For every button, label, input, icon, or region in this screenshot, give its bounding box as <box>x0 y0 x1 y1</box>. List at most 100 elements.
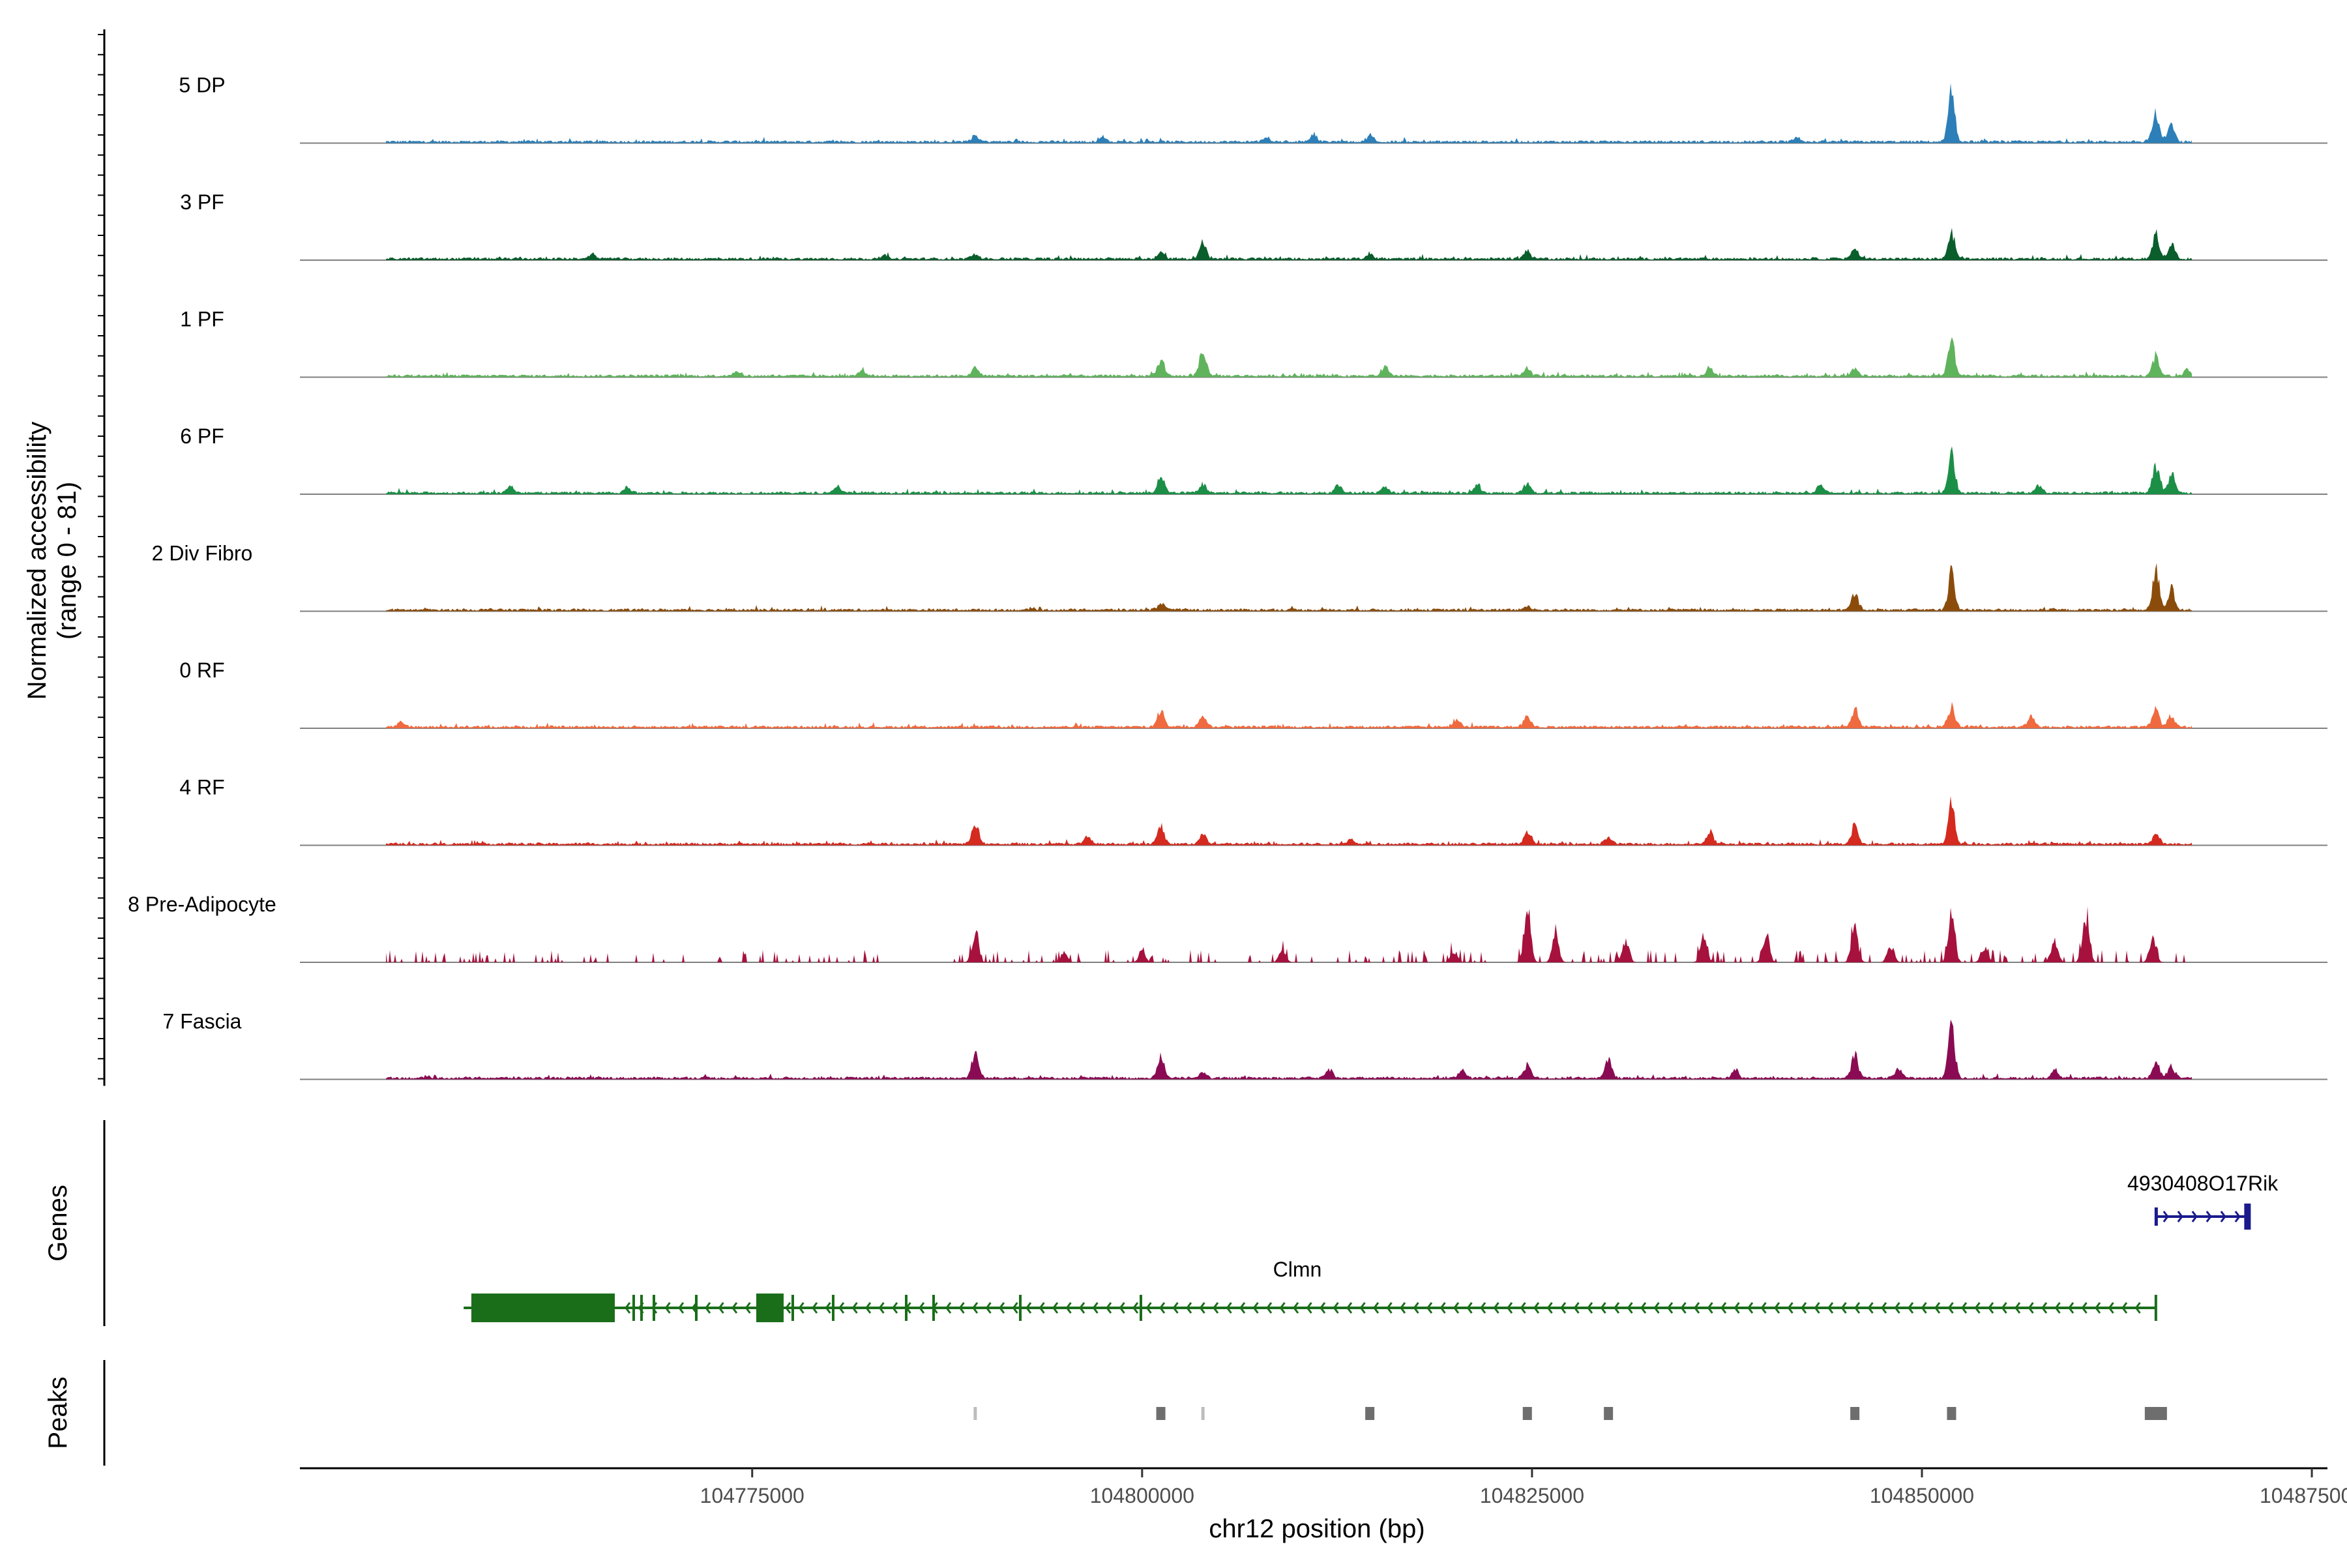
gene-exon <box>695 1295 698 1321</box>
gene-clmn: Clmn <box>464 1258 2157 1322</box>
strand-arrow <box>958 1302 965 1314</box>
peak-region <box>1850 1407 1860 1420</box>
strand-arrow <box>1159 1302 1166 1314</box>
gene-exon <box>653 1295 655 1321</box>
peak-region <box>1365 1407 1375 1420</box>
strand-arrow <box>1707 1302 1713 1314</box>
x-tick-label: 104875000 <box>2260 1484 2347 1507</box>
y-axis-ticks <box>98 34 104 1080</box>
strand-arrow <box>1493 1302 1499 1314</box>
strand-arrow <box>1413 1302 1419 1314</box>
coverage-area <box>386 446 2192 494</box>
peak-region <box>1201 1407 1205 1420</box>
strand-arrow <box>1480 1302 1486 1314</box>
x-tick-label: 104850000 <box>1870 1484 1974 1507</box>
strand-arrow <box>1065 1302 1072 1314</box>
coverage-area <box>386 337 2192 377</box>
gene-exon <box>1140 1295 1142 1321</box>
track-5-dp: 5 DP <box>179 74 2327 144</box>
track-4-rf: 4 RF <box>179 776 2327 846</box>
peak-region <box>1156 1407 1166 1420</box>
x-tick-label: 104800000 <box>1090 1484 1194 1507</box>
gene-label: 4930408O17Rik <box>2127 1172 2279 1195</box>
strand-arrow <box>1132 1302 1139 1314</box>
track-label: 2 Div Fibro <box>152 542 253 565</box>
track-label: 5 DP <box>179 74 225 97</box>
x-tick-label: 104825000 <box>1480 1484 1584 1507</box>
strand-arrow <box>2081 1302 2088 1314</box>
strand-arrow <box>2108 1302 2114 1314</box>
strand-arrow <box>1533 1302 1540 1314</box>
strand-arrow <box>1600 1302 1606 1314</box>
strand-arrow <box>1252 1302 1259 1314</box>
strand-arrow <box>1760 1302 1767 1314</box>
gene-exon <box>632 1295 635 1321</box>
peaks-panel: Peaks <box>44 1360 2167 1466</box>
gene-exon <box>791 1295 794 1321</box>
strand-arrow <box>1614 1302 1620 1314</box>
strand-arrow <box>1720 1302 1727 1314</box>
strand-arrow <box>1333 1302 1339 1314</box>
strand-arrow <box>1627 1302 1633 1314</box>
strand-arrow <box>1747 1302 1754 1314</box>
coverage-area <box>386 796 2192 846</box>
strand-arrow <box>1961 1302 1968 1314</box>
track-7-fascia: 7 Fascia <box>163 1010 2327 1080</box>
strand-arrow <box>664 1302 671 1314</box>
strand-arrow <box>2191 1211 2198 1222</box>
strand-arrow <box>1881 1302 1887 1314</box>
gene-exon <box>2154 1295 2157 1321</box>
strand-arrow <box>1466 1302 1473 1314</box>
track-label: 0 RF <box>179 658 224 682</box>
strand-arrow <box>1827 1302 1834 1314</box>
strand-arrow <box>2054 1302 2061 1314</box>
track-label: 8 Pre-Adipocyte <box>128 893 276 916</box>
strand-arrow <box>1921 1302 1927 1314</box>
strand-arrow <box>1186 1302 1192 1314</box>
peaks-panel-label: Peaks <box>44 1376 72 1449</box>
strand-arrow <box>905 1302 911 1314</box>
strand-arrow <box>1587 1302 1593 1314</box>
strand-arrow <box>1520 1302 1526 1314</box>
coverage-area <box>386 563 2192 612</box>
strand-arrow <box>1546 1302 1553 1314</box>
genes-panel-label: Genes <box>44 1185 72 1262</box>
strand-arrow <box>919 1302 925 1314</box>
strand-arrow <box>1306 1302 1312 1314</box>
strand-arrow <box>678 1302 685 1314</box>
strand-arrow <box>2001 1302 2007 1314</box>
coverage-tracks: 5 DP 3 PF 1 PF 6 PF 2 Div Fibro 0 RF 4 RF 8 Pre… <box>128 74 2327 1080</box>
strand-arrow <box>2177 1211 2183 1222</box>
strand-arrow <box>838 1302 845 1314</box>
strand-arrow <box>1106 1302 1112 1314</box>
y-axis <box>98 29 106 1086</box>
strand-arrow <box>1079 1302 1085 1314</box>
track-label: 6 PF <box>180 424 224 448</box>
strand-arrow <box>1199 1302 1205 1314</box>
coverage-area <box>386 1019 2192 1080</box>
strand-arrow <box>2206 1211 2212 1222</box>
strand-arrow <box>758 1302 765 1314</box>
strand-arrow <box>785 1302 791 1314</box>
gene-4930408o17rik: 4930408O17Rik <box>2127 1172 2279 1230</box>
strand-arrow <box>865 1302 872 1314</box>
gene-exon <box>2154 1207 2158 1226</box>
strand-arrow <box>705 1302 711 1314</box>
strand-arrow <box>1694 1302 1700 1314</box>
strand-arrow <box>771 1302 778 1314</box>
track-1-pf: 1 PF <box>180 308 2327 378</box>
strand-arrow <box>1573 1302 1580 1314</box>
strand-arrow <box>1680 1302 1687 1314</box>
strand-arrow <box>945 1302 952 1314</box>
coverage-area <box>386 702 2192 728</box>
strand-arrow <box>1988 1302 1994 1314</box>
strand-arrow <box>718 1302 724 1314</box>
strand-arrow <box>892 1302 898 1314</box>
strand-arrow <box>972 1302 979 1314</box>
strand-arrow <box>1400 1302 1406 1314</box>
strand-arrow <box>1840 1302 1847 1314</box>
strand-arrow <box>1867 1302 1874 1314</box>
strand-arrow <box>2220 1211 2226 1222</box>
track-label: 7 Fascia <box>163 1010 242 1033</box>
